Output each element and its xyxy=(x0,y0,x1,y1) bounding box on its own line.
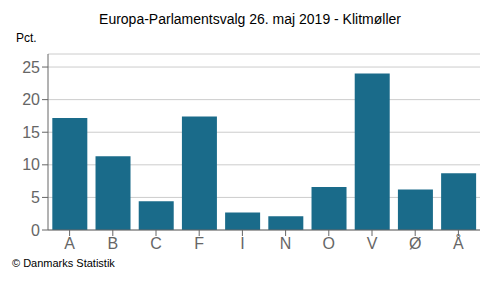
svg-text:F: F xyxy=(194,235,204,252)
svg-text:Ø: Ø xyxy=(409,235,421,252)
html-text:Europa-Parlamentsvalg 26. maj: Europa-Parlamentsvalg 26. maj 2019 - Kli… xyxy=(99,11,401,27)
svg-text:5: 5 xyxy=(31,189,40,206)
svg-text:A: A xyxy=(64,235,75,252)
svg-text:I: I xyxy=(240,235,244,252)
svg-text:C: C xyxy=(150,235,162,252)
svg-text:Å: Å xyxy=(453,234,464,252)
html-text:© Danmarks Statistik: © Danmarks Statistik xyxy=(12,257,115,269)
svg-text:25: 25 xyxy=(22,59,40,76)
svg-text:20: 20 xyxy=(22,91,40,108)
svg-text:10: 10 xyxy=(22,156,40,173)
svg-text:B: B xyxy=(107,235,118,252)
html-text:Pct.: Pct. xyxy=(16,31,37,45)
svg-text:15: 15 xyxy=(22,124,40,141)
svg-text:V: V xyxy=(367,235,378,252)
svg-text:N: N xyxy=(280,235,292,252)
svg-text:0: 0 xyxy=(31,222,40,239)
svg-text:O: O xyxy=(323,235,335,252)
